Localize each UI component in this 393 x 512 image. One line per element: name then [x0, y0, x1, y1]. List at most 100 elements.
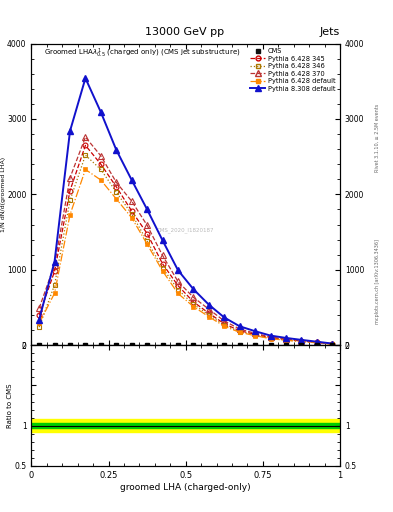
Pythia 6.428 346	[37, 324, 42, 330]
Pythia 6.428 370	[114, 179, 119, 185]
Pythia 6.428 370	[52, 262, 57, 268]
Pythia 6.428 default	[237, 329, 242, 335]
Pythia 8.308 default	[222, 314, 227, 321]
Pythia 6.428 345	[253, 331, 257, 337]
Line: Pythia 6.428 370: Pythia 6.428 370	[37, 134, 335, 347]
Pythia 6.428 default	[52, 290, 57, 296]
Pythia 6.428 370	[37, 305, 42, 311]
Pythia 6.428 default	[314, 340, 319, 346]
Pythia 6.428 370	[268, 334, 273, 340]
Text: mcplots.cern.ch [arXiv:1306.3436]: mcplots.cern.ch [arXiv:1306.3436]	[375, 239, 380, 324]
Pythia 6.428 default	[176, 290, 180, 296]
Pythia 6.428 345	[114, 184, 119, 190]
Pythia 6.428 default	[206, 314, 211, 320]
Pythia 6.428 default	[191, 304, 196, 310]
Pythia 8.308 default	[314, 338, 319, 345]
Pythia 6.428 346	[253, 332, 257, 338]
Pythia 6.428 default	[129, 215, 134, 221]
Pythia 8.308 default	[37, 316, 42, 323]
Pythia 6.428 370	[330, 340, 334, 347]
Legend: CMS, Pythia 6.428 345, Pythia 6.428 346, Pythia 6.428 370, Pythia 6.428 default,: CMS, Pythia 6.428 345, Pythia 6.428 346,…	[249, 47, 337, 93]
Pythia 8.308 default	[191, 286, 196, 292]
Pythia 6.428 345	[160, 261, 165, 267]
Pythia 6.428 345	[99, 161, 103, 167]
Pythia 8.308 default	[330, 340, 334, 347]
Pythia 6.428 345	[237, 328, 242, 334]
Pythia 8.308 default	[176, 267, 180, 273]
Pythia 8.308 default	[237, 323, 242, 329]
Pythia 6.428 346	[83, 152, 88, 158]
Pythia 8.308 default	[284, 335, 288, 341]
X-axis label: groomed LHA (charged-only): groomed LHA (charged-only)	[120, 482, 251, 492]
Pythia 6.428 default	[114, 196, 119, 202]
Pythia 8.308 default	[145, 206, 149, 212]
Pythia 6.428 default	[68, 211, 72, 218]
Pythia 6.428 346	[299, 338, 304, 345]
Pythia 6.428 370	[145, 222, 149, 228]
Pythia 6.428 default	[160, 268, 165, 274]
Pythia 6.428 346	[68, 197, 72, 203]
Pythia 6.428 345	[284, 336, 288, 343]
Y-axis label: 1/N dN/d(groomed LHA): 1/N dN/d(groomed LHA)	[1, 157, 6, 232]
Text: 13000 GeV pp: 13000 GeV pp	[145, 27, 224, 37]
Pythia 6.428 346	[52, 282, 57, 288]
Text: CMS_2020_I1820187: CMS_2020_I1820187	[157, 228, 215, 233]
Pythia 6.428 346	[222, 322, 227, 328]
Pythia 6.428 370	[83, 134, 88, 140]
Pythia 6.428 370	[237, 326, 242, 332]
Pythia 6.428 default	[330, 341, 334, 347]
Pythia 6.428 370	[129, 198, 134, 204]
Text: Jets: Jets	[320, 27, 340, 37]
Pythia 6.428 345	[145, 230, 149, 237]
Pythia 6.428 346	[191, 301, 196, 307]
Pythia 8.308 default	[68, 128, 72, 134]
Bar	[31, 423, 340, 428]
Pythia 6.428 default	[222, 323, 227, 329]
Pythia 6.428 345	[176, 283, 180, 289]
Pythia 6.428 default	[37, 321, 42, 327]
Pythia 6.428 370	[253, 330, 257, 336]
Pythia 6.428 345	[191, 299, 196, 305]
Pythia 8.308 default	[206, 302, 211, 308]
Pythia 6.428 370	[99, 153, 103, 159]
Text: Rivet 3.1.10, ≥ 2.5M events: Rivet 3.1.10, ≥ 2.5M events	[375, 104, 380, 173]
Pythia 8.308 default	[83, 75, 88, 81]
Pythia 8.308 default	[52, 259, 57, 265]
Pythia 6.428 346	[114, 189, 119, 195]
Pythia 8.308 default	[268, 332, 273, 338]
Pythia 6.428 346	[330, 341, 334, 347]
Pythia 6.428 346	[99, 166, 103, 173]
Pythia 6.428 default	[253, 333, 257, 339]
Line: Pythia 6.428 default: Pythia 6.428 default	[37, 167, 335, 347]
Pythia 6.428 345	[268, 335, 273, 341]
Pythia 6.428 370	[299, 337, 304, 344]
Line: Pythia 8.308 default: Pythia 8.308 default	[36, 75, 335, 347]
Pythia 6.428 370	[314, 339, 319, 345]
Pythia 6.428 370	[68, 175, 72, 181]
Pythia 6.428 default	[145, 241, 149, 247]
Pythia 6.428 345	[330, 341, 334, 347]
Pythia 6.428 370	[191, 294, 196, 301]
Pythia 8.308 default	[129, 177, 134, 183]
Pythia 8.308 default	[253, 328, 257, 334]
Pythia 6.428 345	[206, 310, 211, 316]
Pythia 6.428 346	[237, 329, 242, 335]
Pythia 6.428 370	[176, 279, 180, 285]
Pythia 6.428 345	[314, 339, 319, 346]
Pythia 8.308 default	[99, 109, 103, 115]
Pythia 6.428 370	[206, 306, 211, 312]
Pythia 6.428 370	[284, 336, 288, 342]
Pythia 6.428 346	[284, 337, 288, 343]
Bar	[31, 419, 340, 432]
Y-axis label: Ratio to CMS: Ratio to CMS	[7, 383, 13, 428]
Pythia 6.428 345	[129, 208, 134, 214]
Pythia 6.428 default	[284, 337, 288, 344]
Pythia 6.428 346	[206, 312, 211, 318]
Pythia 6.428 346	[145, 238, 149, 244]
Pythia 8.308 default	[114, 147, 119, 153]
Pythia 6.428 346	[129, 211, 134, 217]
Line: Pythia 6.428 345: Pythia 6.428 345	[37, 143, 335, 346]
Pythia 6.428 345	[52, 268, 57, 274]
Pythia 6.428 346	[268, 335, 273, 342]
Pythia 6.428 default	[99, 177, 103, 183]
